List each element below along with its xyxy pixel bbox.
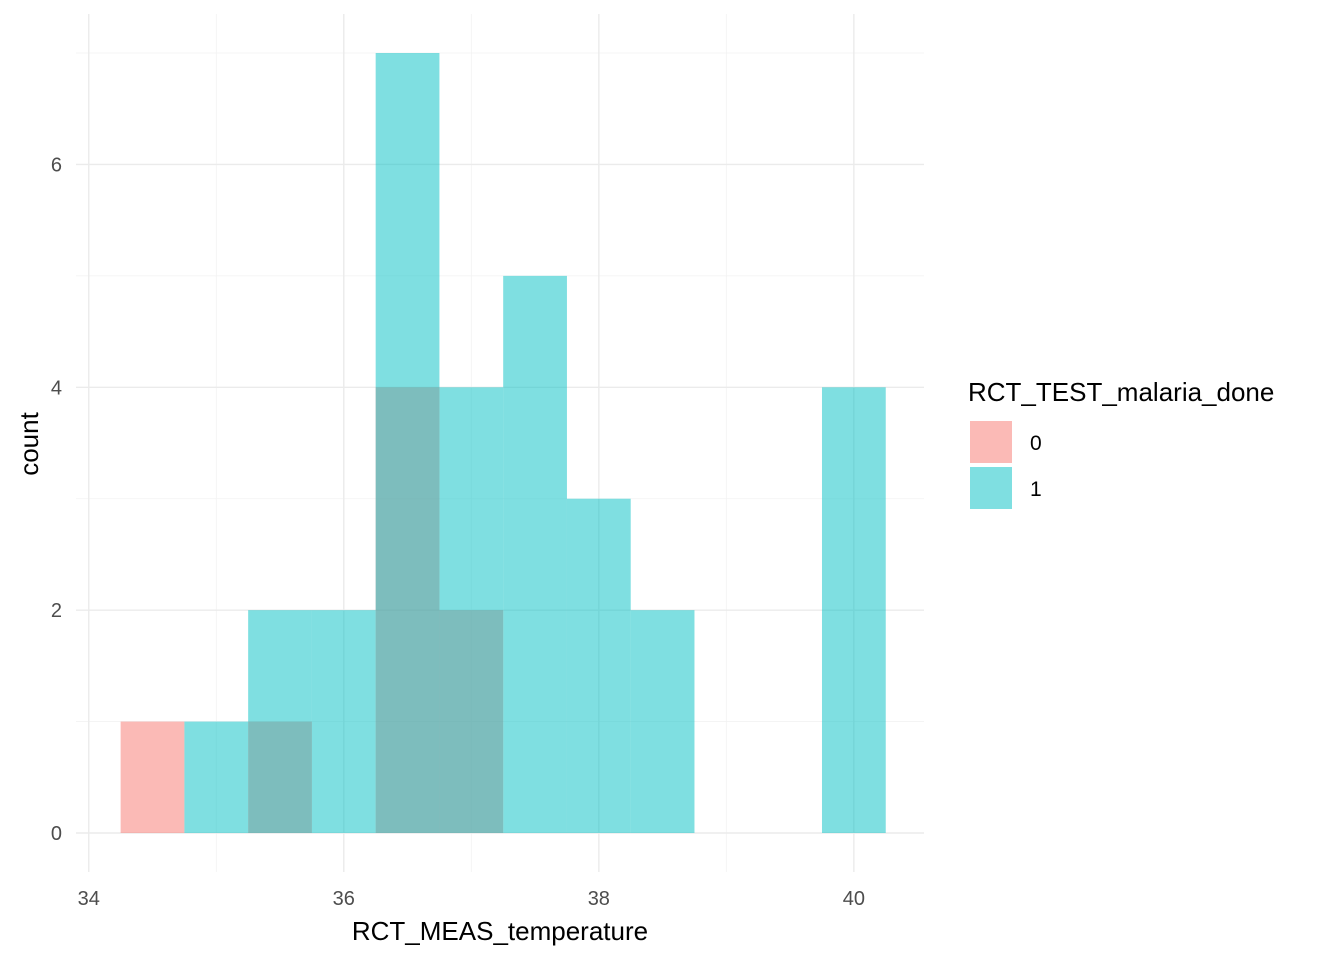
histogram-bars (120, 53, 886, 833)
x-tick-label: 38 (588, 888, 610, 910)
histogram-bar-series-1 (439, 387, 504, 833)
histogram-bar-series-0 (120, 721, 185, 833)
x-tick-label: 34 (78, 888, 100, 910)
legend-entries: 01 (970, 421, 1042, 509)
x-axis-title: RCT_MEAS_temperature (352, 916, 648, 946)
y-tick-label: 0 (51, 823, 62, 845)
histogram-bar-series-1 (503, 275, 567, 833)
legend-title: RCT_TEST_malaria_done (968, 377, 1274, 407)
legend-label-1: 1 (1030, 478, 1042, 501)
histogram-bar-series-1 (184, 721, 249, 833)
histogram-bar-series-1 (311, 610, 376, 833)
y-axis-title: count (14, 411, 44, 475)
x-axis-ticks: 34 36 38 40 (78, 888, 865, 910)
histogram-bar-series-1 (248, 610, 312, 833)
x-tick-label: 40 (843, 888, 865, 910)
legend: RCT_TEST_malaria_done 01 (968, 377, 1274, 509)
x-tick-label: 36 (333, 888, 355, 910)
legend-label-0: 0 (1030, 432, 1042, 455)
histogram-bar-series-1 (375, 53, 440, 833)
y-axis-ticks: 0 2 4 6 (51, 154, 62, 845)
histogram-bar-series-1 (630, 610, 695, 833)
y-tick-label: 6 (51, 154, 62, 176)
legend-key-0 (970, 421, 1012, 463)
legend-key-1 (970, 467, 1012, 509)
y-tick-label: 2 (51, 600, 62, 622)
y-tick-label: 4 (51, 377, 62, 399)
histogram-bar-series-1 (566, 498, 631, 833)
histogram-bar-series-1 (821, 387, 886, 833)
